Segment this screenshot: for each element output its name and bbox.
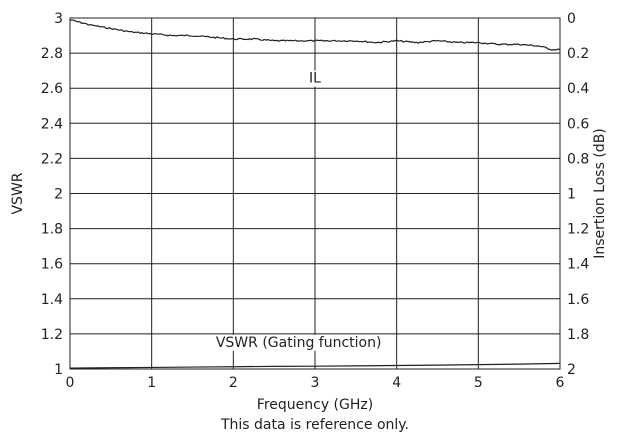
- y-tick-label-right-9: 1.8: [567, 327, 589, 343]
- annotation-label-1: VSWR (Gating function): [216, 335, 382, 351]
- y-tick-label-right-2: 0.4: [567, 81, 589, 97]
- tick-labels: 0 1 2 3 4 5 611.21.41.61.822.22.42.62.83 00.20.…: [41, 11, 590, 391]
- annotation-background-0: [306, 70, 325, 87]
- y-tick-label-right-7: 1.4: [567, 257, 589, 273]
- annotation-label-0: IL: [309, 71, 321, 87]
- x-tick-label-2: 2: [229, 375, 238, 391]
- y-tick-label-right-3: 0.6: [567, 116, 589, 132]
- series-line-1: [69, 362, 561, 369]
- y-tick-label-left-4: 1.8: [41, 222, 63, 238]
- y-tick-label-left-0: 1: [54, 362, 63, 378]
- y-tick-label-right-8: 1.6: [567, 292, 589, 308]
- y-tick-label-right-4: 0.8: [567, 151, 589, 167]
- y-tick-label-left-10: 3: [54, 11, 63, 27]
- annotations: IL VSWR (Gating function): [212, 70, 385, 351]
- y-tick-label-left-8: 2.6: [41, 81, 63, 97]
- x-tick-label-5: 5: [474, 375, 483, 391]
- footnote: This data is reference only.: [220, 417, 409, 433]
- x-tick-label-1: 1: [147, 375, 156, 391]
- x-tick-label-6: 6: [556, 375, 565, 391]
- y-tick-label-left-7: 2.4: [41, 116, 63, 132]
- y-tick-label-right-0: 0: [567, 11, 576, 27]
- x-axis-title: Frequency (GHz): [257, 397, 373, 413]
- y-tick-label-right-1: 0.2: [567, 46, 589, 62]
- y-tick-label-left-6: 2.2: [41, 151, 63, 167]
- annotation-background-1: [212, 334, 385, 351]
- y-tick-label-left-1: 1.2: [41, 327, 63, 343]
- y-tick-label-right-10: 2: [567, 362, 576, 378]
- x-tick-label-4: 4: [392, 375, 401, 391]
- series-lines: [69, 19, 561, 369]
- y-axis-title-left: VSWR: [10, 172, 26, 214]
- y-tick-label-left-9: 2.8: [41, 46, 63, 62]
- y-tick-label-left-5: 2: [54, 187, 63, 203]
- plot-frame: [69, 17, 561, 370]
- series-line-0: [69, 19, 561, 51]
- x-tick-label-0: 0: [66, 375, 75, 391]
- y-axis-title-right: Insertion Loss (dB): [592, 128, 608, 259]
- y-tick-label-left-2: 1.4: [41, 292, 63, 308]
- x-tick-label-3: 3: [311, 375, 320, 391]
- y-tick-label-right-6: 1.2: [567, 222, 589, 238]
- y-tick-label-right-5: 1: [567, 187, 576, 203]
- y-tick-label-left-3: 1.6: [41, 257, 63, 273]
